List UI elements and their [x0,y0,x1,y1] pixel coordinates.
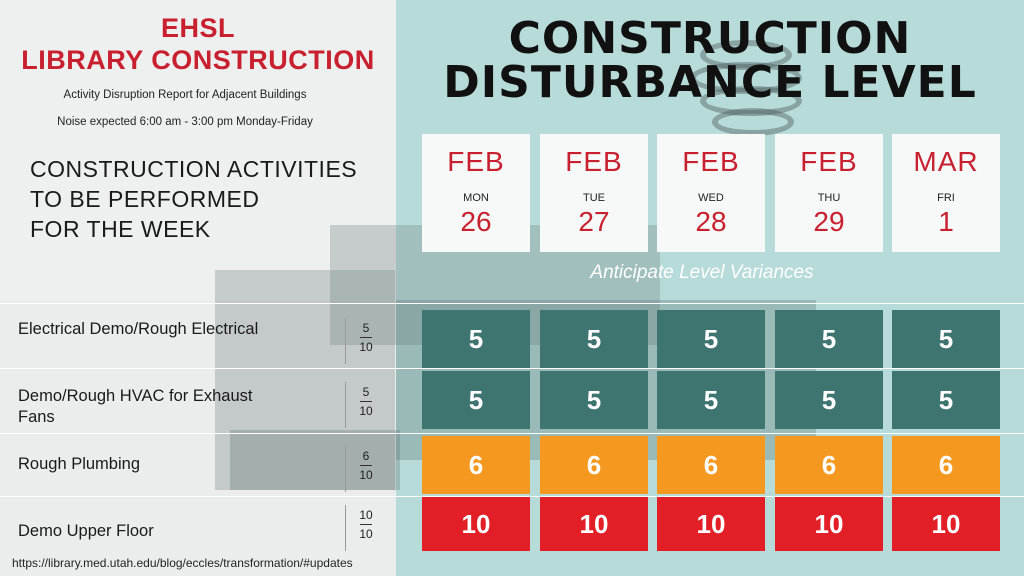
activity-label-line: Fans [18,408,55,426]
level-cell: 5 [892,371,1000,429]
building-photo-left [215,270,395,490]
level-cell: 5 [657,310,765,368]
month-label: MAR [913,146,979,177]
row-divider [0,368,1024,369]
date-card-mon: FEB MON 26 [422,134,530,252]
score-denominator: 10 [359,340,373,354]
level-cell: 6 [775,436,883,494]
week-heading-line: TO BE PERFORMED [30,186,260,212]
main-title-line2: DISTURBANCE LEVEL [443,57,977,108]
report-subtitle: Activity Disruption Report for Adjacent … [63,89,307,101]
month-label: FEB [565,146,623,177]
row-divider [0,496,1024,497]
day-number: 28 [695,206,727,237]
org-name: EHSL [160,13,235,43]
week-heading: CONSTRUCTION ACTIVITIES TO BE PERFORMED … [30,154,390,244]
activity-label-line: Demo Upper Floor [18,522,154,540]
row-divider [0,433,1024,434]
car-photo [230,430,400,490]
date-card-fri: MAR FRI 1 [892,134,1000,252]
activity-score: 5 10 [345,318,386,364]
activity-label-line: Rough Plumbing [18,455,140,473]
fraction-bar [360,524,372,525]
date-card-thu: FEB THU 29 [775,134,883,252]
date-card-tue: FEB TUE 27 [540,134,648,252]
activity-score: 6 10 [345,446,386,492]
spiral-sculpture-4 [712,108,794,136]
month-label: FEB [800,146,858,177]
month-label: FEB [447,146,505,177]
date-card-wed: FEB WED 28 [657,134,765,252]
level-cell: 5 [540,310,648,368]
level-cell: 10 [892,497,1000,551]
org-subtitle: LIBRARY CONSTRUCTION [21,45,375,75]
level-cell: 5 [540,371,648,429]
activity-label: Demo/Rough HVAC for Exhaust Fans [18,386,338,428]
source-url[interactable]: https://library.med.utah.edu/blog/eccles… [12,556,353,570]
level-cell: 6 [540,436,648,494]
activity-label: Rough Plumbing [18,454,338,475]
level-cell: 10 [422,497,530,551]
level-cell: 5 [892,310,1000,368]
variance-note: Anticipate Level Variances [590,262,814,283]
activity-label: Electrical Demo/Rough Electrical [18,319,338,340]
level-cell: 5 [657,371,765,429]
level-cell: 5 [775,371,883,429]
level-cell: 5 [775,310,883,368]
level-cell: 6 [892,436,1000,494]
level-cell: 5 [422,371,530,429]
level-cell: 6 [657,436,765,494]
level-cell: 6 [422,436,530,494]
row-divider [0,303,1024,304]
weekday-label: MON [463,192,489,204]
weekday-label: FRI [937,192,955,204]
activity-label-line: Electrical Demo/Rough Electrical [18,320,259,338]
main-title-line1: CONSTRUCTION [508,13,912,64]
level-cell: 10 [657,497,765,551]
day-number: 1 [938,206,954,237]
activity-panel [0,300,396,576]
score-denominator: 10 [359,468,373,482]
level-cell: 10 [775,497,883,551]
score-denominator: 10 [359,527,373,541]
activity-label: Demo Upper Floor [18,521,338,542]
score-numerator: 5 [362,321,370,335]
noise-note: Noise expected 6:00 am - 3:00 pm Monday-… [57,116,313,128]
day-number: 26 [460,206,492,237]
month-label: FEB [682,146,740,177]
activity-score: 5 10 [345,382,386,428]
week-heading-line: CONSTRUCTION ACTIVITIES [30,156,358,182]
score-numerator: 6 [362,449,370,463]
activity-label-line: Demo/Rough HVAC for Exhaust [18,387,253,405]
score-numerator: 10 [359,508,373,522]
level-cell: 10 [540,497,648,551]
score-denominator: 10 [359,404,373,418]
weekday-label: TUE [583,192,605,204]
weekday-label: WED [698,192,724,204]
week-heading-line: FOR THE WEEK [30,216,211,242]
activity-score: 10 10 [345,505,386,551]
day-number: 27 [578,206,610,237]
fraction-bar [360,465,372,466]
score-numerator: 5 [362,385,370,399]
fraction-bar [360,401,372,402]
day-number: 29 [813,206,845,237]
level-cell: 5 [422,310,530,368]
weekday-label: THU [817,192,841,204]
fraction-bar [360,337,372,338]
